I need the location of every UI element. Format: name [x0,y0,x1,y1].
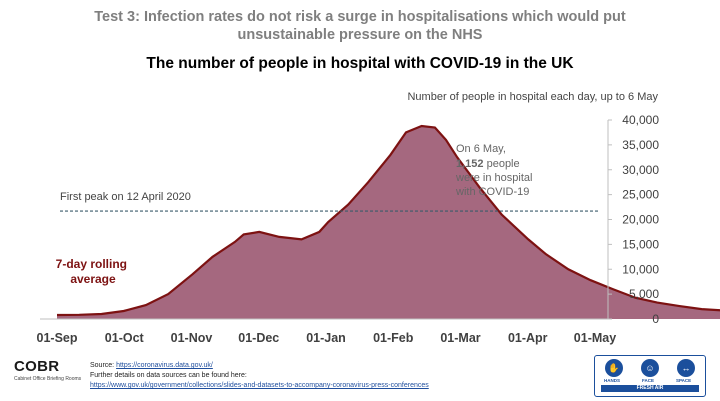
y-tick-label: 25,000 [622,188,659,202]
series-label-line1: 7-day rolling [56,257,127,271]
x-tick-label: 01-Dec [238,331,279,345]
cobr-logo: COBR Cabinet Office Briefing Rooms [14,358,81,382]
annotation-line4: with COVID-19 [455,186,529,198]
y-tick-label: 5,000 [629,287,659,301]
first-peak-label: First peak on 12 April 2020 [60,191,191,203]
rolling-average-line [56,124,720,317]
face-label: FACE [642,378,655,383]
face-icon: ☺ [641,359,659,377]
space-label: SPACE [676,378,692,383]
x-tick-label: 01-Nov [171,331,213,345]
y-tick-label: 30,000 [622,163,659,177]
hospital-area [57,126,720,319]
annotation-value: 1,152 [456,158,484,170]
series-label-line2: average [70,272,116,286]
x-tick-label: 01-Apr [508,331,548,345]
x-tick-label: 01-May [574,331,616,345]
cobr-logo-text: COBR [14,358,60,375]
x-tick-label: 01-Mar [440,331,480,345]
x-tick-label: 01-Sep [37,331,78,345]
x-tick-label: 01-Jan [306,331,346,345]
source-link[interactable]: https://coronavirus.data.gov.uk/ [116,362,213,369]
chart-caption: Number of people in hospital each day, u… [407,91,658,103]
x-tick-label: 01-Feb [373,331,414,345]
y-tick-label: 15,000 [622,237,659,251]
hands-label: HANDS [604,378,621,383]
y-tick-label: 40,000 [622,113,659,127]
annotation-line1: On 6 May, [456,143,506,155]
source-notes: Source: https://coronavirus.data.gov.uk/… [90,361,429,391]
cobr-logo-subtext: Cabinet Office Briefing Rooms [14,376,82,382]
space-icon: ↔ [677,359,695,377]
source-prefix: Source: [90,362,117,369]
annotation-line3: were in hospital [455,172,532,184]
fresh-air-label: FRESH AIR [601,385,699,392]
hands-face-space-badge: ✋ ☺ ↔ HANDS FACE SPACE FRESH AIR [594,355,706,397]
details-link[interactable]: https://www.gov.uk/government/collection… [90,382,429,389]
slide-subtitle: Test 3: Infection rates do not risk a su… [94,9,626,43]
y-tick-label: 20,000 [622,213,659,227]
chart-title: The number of people in hospital with CO… [146,55,574,72]
y-tick-label: 35,000 [622,138,659,152]
further-details-text: Further details on data sources can be f… [90,372,247,379]
x-tick-label: 01-Oct [105,331,145,345]
y-tick-label: 0 [652,312,659,326]
hands-icon: ✋ [605,359,623,377]
annotation: On 6 May, 1,152 people were in hospital … [455,143,536,198]
series-label: 7-day rolling average [56,257,131,286]
y-tick-label: 10,000 [622,262,659,276]
annotation-line2: people [484,158,520,170]
